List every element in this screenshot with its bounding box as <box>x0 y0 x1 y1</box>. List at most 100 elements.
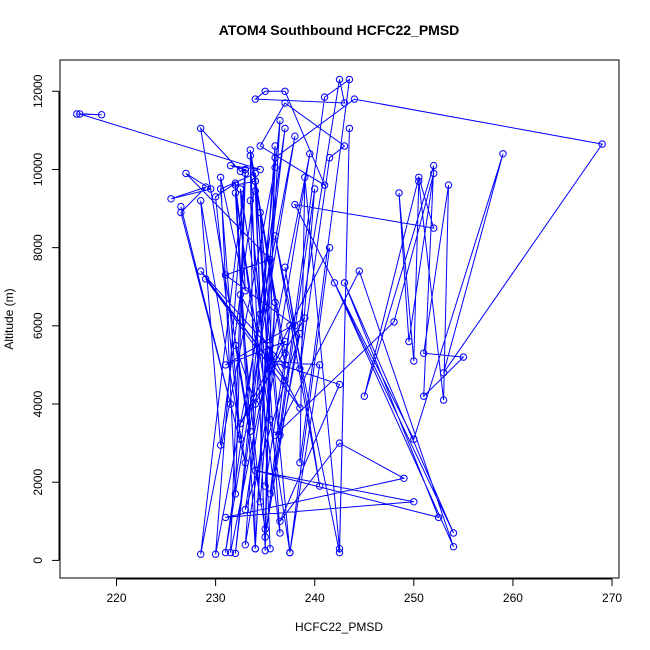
data-point <box>306 150 314 158</box>
data-point <box>76 110 84 118</box>
data-point <box>197 197 205 205</box>
data-point <box>261 525 269 533</box>
data-point <box>271 142 279 150</box>
data-point <box>266 357 274 365</box>
data-point <box>211 550 220 558</box>
data-point <box>281 99 289 107</box>
data-point <box>261 87 269 96</box>
data-point <box>271 154 279 162</box>
data-point <box>449 543 458 551</box>
data-point <box>231 490 240 498</box>
data-point <box>335 75 344 84</box>
data-point <box>405 337 413 346</box>
data-point <box>251 400 260 408</box>
data-point <box>390 318 398 326</box>
data-point <box>251 187 260 195</box>
data-point <box>246 146 255 154</box>
data-point <box>330 279 339 287</box>
data-point <box>251 95 260 103</box>
data-point <box>340 99 349 107</box>
data-point <box>236 185 245 193</box>
data-point <box>345 124 354 133</box>
data-point <box>499 150 507 158</box>
data-point <box>202 183 210 191</box>
data-point <box>296 365 304 373</box>
data-point <box>202 275 210 283</box>
data-point <box>226 548 235 557</box>
x-tick-label: 230 <box>206 591 226 605</box>
data-point <box>241 505 250 514</box>
y-axis-label: Altitude (m) <box>2 288 16 349</box>
y-tick-label: 2000 <box>31 469 45 496</box>
plot-frame <box>59 59 620 579</box>
data-point <box>197 550 205 558</box>
data-point <box>444 181 453 189</box>
data-point <box>197 267 205 275</box>
data-point <box>311 185 319 193</box>
data-point <box>276 431 284 439</box>
data-point <box>320 181 329 189</box>
data-point <box>410 435 418 443</box>
data-point <box>231 549 240 558</box>
data-point <box>281 337 289 346</box>
data-point <box>296 459 304 467</box>
data-point <box>291 132 299 140</box>
data-point <box>261 546 269 555</box>
plot-area <box>73 75 606 558</box>
data-point <box>236 290 245 299</box>
x-tick-label: 270 <box>602 591 622 605</box>
data-point <box>345 75 354 84</box>
data-point <box>400 474 408 482</box>
data-point <box>276 116 284 125</box>
data-point <box>286 322 294 330</box>
data-point <box>291 322 299 330</box>
data-point <box>226 400 235 408</box>
data-point <box>221 361 230 369</box>
data-point <box>301 314 309 322</box>
data-point <box>340 279 349 287</box>
data-point <box>251 466 260 475</box>
data-point <box>241 165 250 174</box>
data-point <box>325 154 334 162</box>
data-point <box>256 208 264 217</box>
data-point <box>271 431 279 439</box>
data-point <box>325 244 334 252</box>
data-point <box>410 357 418 365</box>
data-point <box>395 189 403 197</box>
data-point <box>221 548 230 557</box>
data-point <box>236 167 245 176</box>
data-point <box>276 517 284 525</box>
data-point <box>320 93 329 101</box>
data-point <box>281 376 289 385</box>
data-point <box>241 459 250 467</box>
data-point <box>439 369 448 377</box>
data-point <box>216 185 225 193</box>
data-point <box>216 441 225 449</box>
data-point <box>281 263 289 271</box>
data-point <box>256 142 264 150</box>
data-point <box>251 169 260 178</box>
y-tick-label: 8000 <box>31 234 45 261</box>
data-point <box>256 165 264 174</box>
x-tick-label: 260 <box>503 591 523 605</box>
data-point <box>439 396 448 404</box>
data-point <box>211 193 220 201</box>
data-point <box>276 529 284 537</box>
data-point <box>420 392 428 400</box>
data-point <box>410 498 418 506</box>
data-point <box>271 232 279 240</box>
data-point <box>261 533 269 541</box>
data-point <box>256 498 264 506</box>
data-point <box>241 541 250 549</box>
series-line <box>76 78 604 555</box>
data-point <box>350 95 359 103</box>
data-point <box>241 287 250 295</box>
data-point <box>415 177 423 185</box>
data-point <box>420 349 428 357</box>
data-point <box>301 173 309 182</box>
data-point <box>335 380 344 389</box>
data-point <box>449 529 458 537</box>
data-point <box>286 548 294 557</box>
data-point <box>221 271 230 279</box>
